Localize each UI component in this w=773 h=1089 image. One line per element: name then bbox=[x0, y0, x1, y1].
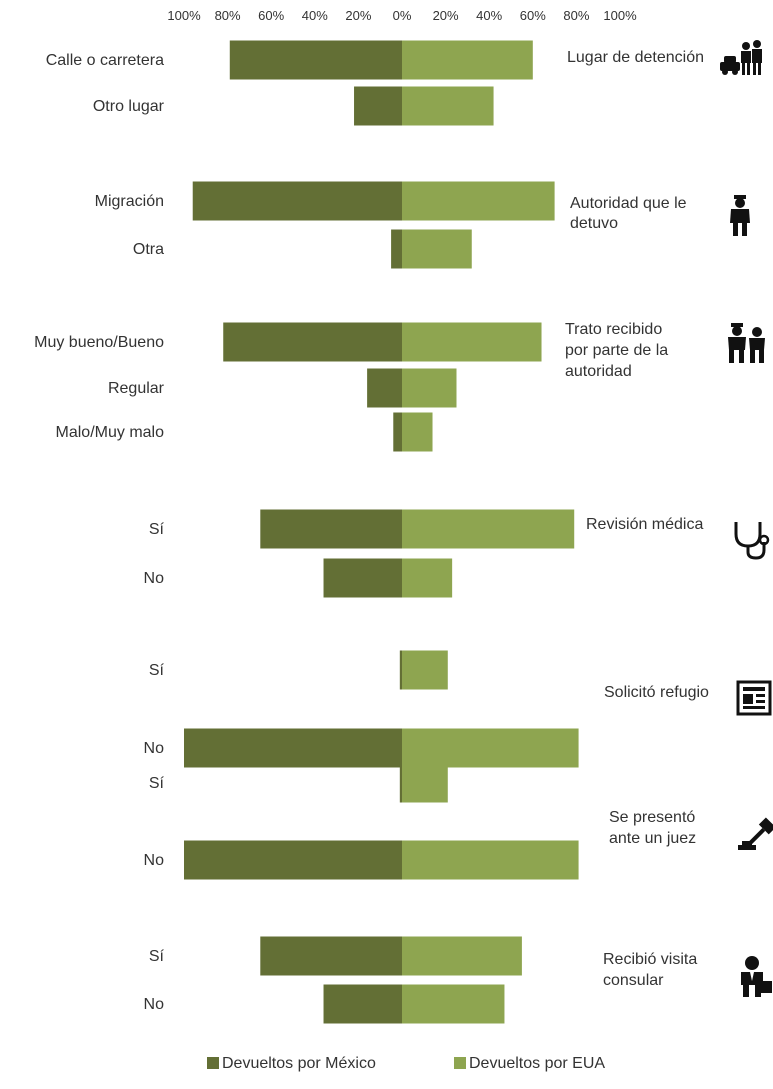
group-title: Autoridad que le detuvo bbox=[570, 195, 687, 232]
category-label: Sí bbox=[149, 521, 165, 538]
bar-group: Sí No Se presentó ante un juez bbox=[144, 763, 773, 880]
bar-mexico bbox=[229, 40, 402, 80]
legend: Devueltos por México Devueltos por EUA bbox=[207, 1055, 605, 1072]
stethoscope-icon bbox=[734, 522, 770, 560]
bar-mexico bbox=[323, 558, 402, 598]
category-label: Sí bbox=[149, 948, 165, 965]
category-label: Regular bbox=[108, 380, 165, 397]
bar-eua bbox=[402, 984, 505, 1024]
bar-mexico bbox=[399, 763, 402, 803]
category-label: Calle o carretera bbox=[46, 52, 164, 69]
legend-swatch bbox=[454, 1057, 466, 1069]
bar-mexico bbox=[260, 509, 402, 549]
group-title: Lugar de detención bbox=[567, 49, 704, 66]
bar-mexico bbox=[184, 840, 402, 880]
bar-mexico bbox=[192, 181, 402, 221]
category-label: Malo/Muy malo bbox=[56, 424, 165, 441]
category-label: No bbox=[144, 996, 165, 1013]
category-label: No bbox=[144, 570, 165, 587]
legend-swatch bbox=[207, 1057, 219, 1069]
bar-group: Sí No Solicitó refugio bbox=[144, 650, 772, 768]
category-label: Otra bbox=[133, 241, 164, 258]
bar-group: Muy bueno/Bueno Regular Malo/Muy malo Trato… bbox=[34, 321, 765, 452]
x-tick-label: 0% bbox=[393, 8, 412, 23]
x-tick-label: 60% bbox=[520, 8, 546, 23]
bar-mexico bbox=[223, 322, 402, 362]
bar-mexico bbox=[184, 728, 402, 768]
arrest-icon bbox=[728, 323, 765, 363]
x-tick-label: 40% bbox=[476, 8, 502, 23]
bar-mexico bbox=[260, 936, 402, 976]
bar-mexico bbox=[399, 650, 402, 690]
businessman-icon bbox=[741, 956, 772, 997]
x-tick-label: 40% bbox=[302, 8, 328, 23]
bar-mexico bbox=[323, 984, 402, 1024]
bar-group: Migración Otra Autoridad que le detuvo bbox=[95, 181, 750, 269]
category-label: No bbox=[144, 852, 165, 869]
category-label: Muy bueno/Bueno bbox=[34, 334, 164, 351]
bar-mexico bbox=[391, 229, 402, 269]
legend-label: Devueltos por México bbox=[222, 1055, 376, 1072]
bar-eua bbox=[402, 763, 448, 803]
legend-label: Devueltos por EUA bbox=[469, 1055, 605, 1072]
category-label: Otro lugar bbox=[93, 98, 165, 115]
x-tick-label: 20% bbox=[345, 8, 371, 23]
category-label: Sí bbox=[149, 662, 165, 679]
x-axis: 100% 80% 60% 40% 20% 0% 20% 40% 60% 80% 100% bbox=[167, 8, 637, 23]
bar-group: Sí No Revisión médica bbox=[144, 509, 770, 598]
category-label: Migración bbox=[95, 193, 164, 210]
bar-group: Calle o carretera Otro lugar Lugar de dete… bbox=[46, 40, 762, 126]
x-tick-label: 80% bbox=[215, 8, 241, 23]
gavel-icon bbox=[738, 817, 773, 850]
category-label: Sí bbox=[149, 775, 165, 792]
police-officer-icon bbox=[730, 195, 750, 236]
x-tick-label: 60% bbox=[258, 8, 284, 23]
bar-eua bbox=[402, 229, 472, 269]
x-tick-label: 80% bbox=[563, 8, 589, 23]
bar-eua bbox=[402, 86, 494, 126]
bar-eua bbox=[402, 936, 522, 976]
bar-eua bbox=[402, 412, 433, 452]
bar-eua bbox=[402, 728, 579, 768]
bar-mexico bbox=[393, 412, 402, 452]
group-title: Recibió visita consular bbox=[603, 951, 697, 989]
bar-eua bbox=[402, 368, 457, 408]
group-title: Revisión médica bbox=[586, 516, 703, 533]
bar-group: Sí No Recibió visita consular bbox=[144, 936, 772, 1024]
group-title: Trato recibido por parte de la autoridad bbox=[565, 321, 668, 380]
x-tick-label: 20% bbox=[433, 8, 459, 23]
bar-eua bbox=[402, 322, 542, 362]
x-tick-label: 100% bbox=[167, 8, 201, 23]
document-icon bbox=[736, 680, 772, 716]
bar-eua bbox=[402, 840, 579, 880]
bar-eua bbox=[402, 181, 555, 221]
category-label: No bbox=[144, 740, 165, 757]
police-car-icon bbox=[720, 40, 762, 75]
bar-eua bbox=[402, 558, 453, 598]
bar-mexico bbox=[354, 86, 402, 126]
group-title: Se presentó ante un juez bbox=[609, 809, 696, 847]
bar-mexico bbox=[367, 368, 402, 408]
group-title: Solicitó refugio bbox=[604, 684, 709, 701]
bar-eua bbox=[402, 650, 448, 690]
bar-eua bbox=[402, 509, 575, 549]
x-tick-label: 100% bbox=[603, 8, 637, 23]
bar-eua bbox=[402, 40, 533, 80]
